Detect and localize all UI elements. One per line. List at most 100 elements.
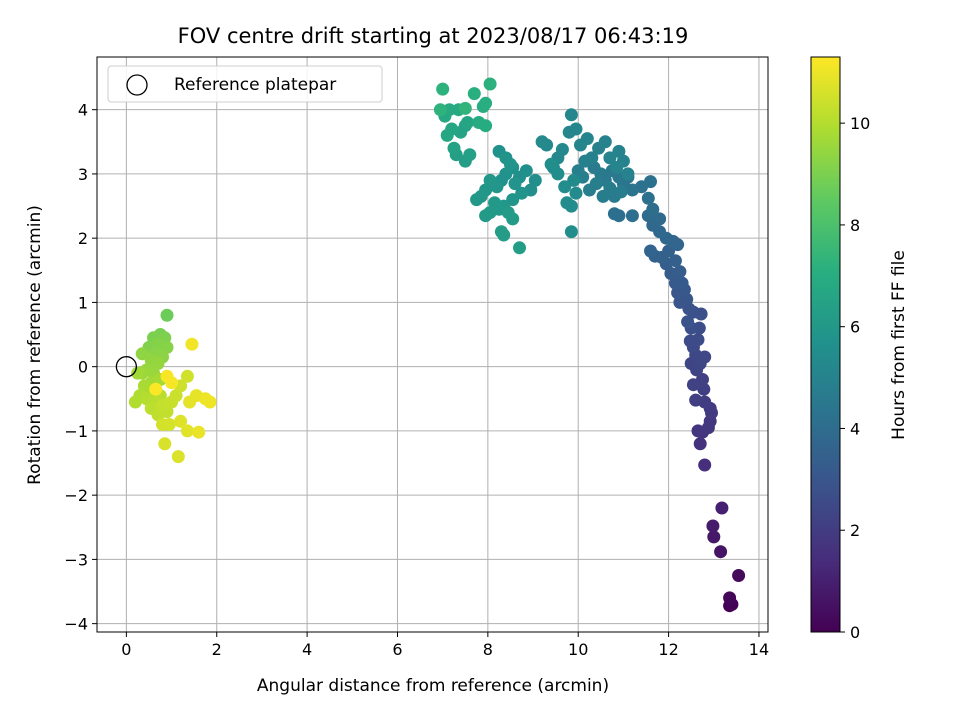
data-point bbox=[569, 186, 583, 200]
data-point bbox=[562, 125, 576, 139]
data-point bbox=[715, 501, 729, 515]
data-point bbox=[689, 393, 703, 407]
colorbar-tick-label: 2 bbox=[850, 521, 860, 540]
data-point bbox=[162, 418, 176, 431]
data-point bbox=[479, 96, 493, 110]
y-tick-label: 3 bbox=[78, 165, 88, 184]
data-point bbox=[598, 135, 612, 149]
data-point bbox=[653, 212, 667, 226]
data-point bbox=[625, 183, 639, 197]
data-point bbox=[497, 228, 511, 242]
x-tick-label: 4 bbox=[302, 640, 312, 659]
colorbar-gradient bbox=[810, 56, 841, 633]
colorbar-tick-label: 4 bbox=[850, 419, 860, 438]
data-points bbox=[128, 77, 746, 613]
data-point bbox=[433, 103, 447, 117]
plot-area-frame bbox=[96, 56, 769, 633]
data-point bbox=[686, 378, 700, 392]
data-point bbox=[603, 151, 617, 165]
data-point bbox=[149, 382, 163, 396]
data-point bbox=[192, 425, 206, 439]
colorbar-tick-label: 6 bbox=[850, 318, 860, 337]
data-point bbox=[574, 138, 587, 152]
data-point bbox=[479, 209, 493, 223]
y-tick-label: −2 bbox=[64, 486, 88, 505]
data-point bbox=[440, 128, 454, 142]
data-point bbox=[567, 173, 581, 187]
y-tick-label: −1 bbox=[64, 422, 88, 441]
data-point bbox=[544, 157, 558, 171]
data-point bbox=[614, 185, 628, 199]
data-point bbox=[171, 450, 185, 464]
data-point bbox=[508, 177, 522, 191]
data-point bbox=[169, 389, 183, 403]
data-point bbox=[697, 382, 711, 396]
data-point bbox=[714, 545, 728, 559]
y-tick-label: 2 bbox=[78, 229, 88, 248]
data-point bbox=[135, 347, 149, 361]
data-point bbox=[564, 108, 578, 122]
data-point bbox=[596, 189, 610, 203]
data-point bbox=[174, 414, 188, 428]
data-point bbox=[641, 191, 655, 205]
legend-box bbox=[107, 65, 383, 103]
data-point bbox=[732, 569, 746, 582]
colorbar-tick-label: 10 bbox=[850, 114, 870, 133]
data-point bbox=[506, 193, 520, 207]
y-tick-label: −4 bbox=[64, 615, 88, 634]
data-point bbox=[558, 180, 572, 194]
data-point bbox=[585, 151, 599, 165]
data-point bbox=[668, 254, 682, 268]
data-point bbox=[442, 103, 456, 117]
x-tick-label: 2 bbox=[212, 640, 222, 659]
y-tick-label: 0 bbox=[78, 358, 88, 377]
x-axis-label: Angular distance from reference (arcmin) bbox=[257, 676, 609, 696]
data-point bbox=[644, 244, 657, 258]
data-point bbox=[185, 337, 199, 351]
data-point bbox=[610, 161, 624, 174]
data-point bbox=[723, 591, 737, 605]
colorbar: 0 2 4 6 8 10 Hours from first FF file bbox=[810, 56, 909, 642]
data-point bbox=[698, 458, 712, 472]
data-point bbox=[564, 225, 578, 239]
data-point bbox=[506, 212, 520, 226]
data-point bbox=[128, 395, 142, 409]
colorbar-ticks: 0 2 4 6 8 10 bbox=[840, 114, 870, 642]
x-tick-label: 6 bbox=[392, 640, 402, 659]
data-point bbox=[646, 202, 660, 216]
data-point bbox=[513, 241, 526, 255]
data-point bbox=[693, 437, 707, 451]
y-axis-label: Rotation from reference (arcmin) bbox=[25, 205, 45, 485]
x-tick-label: 10 bbox=[568, 640, 588, 659]
grid-lines bbox=[97, 57, 768, 632]
data-point bbox=[681, 315, 695, 329]
x-tick-label: 0 bbox=[121, 640, 131, 659]
colorbar-tick-label: 8 bbox=[850, 216, 860, 235]
data-point bbox=[583, 183, 596, 197]
colorbar-label: Hours from first FF file bbox=[889, 250, 909, 440]
data-point bbox=[675, 276, 689, 290]
data-point bbox=[691, 333, 705, 347]
data-point bbox=[203, 395, 217, 409]
data-point bbox=[458, 101, 472, 115]
data-point bbox=[463, 148, 477, 162]
data-point bbox=[160, 308, 174, 322]
x-tick-label: 12 bbox=[658, 640, 678, 659]
data-point bbox=[483, 77, 497, 91]
chart-title: FOV centre drift starting at 2023/08/17 … bbox=[178, 24, 689, 48]
data-point bbox=[470, 193, 484, 207]
data-point bbox=[560, 196, 574, 210]
x-tick-label: 8 bbox=[483, 640, 493, 659]
data-point bbox=[707, 530, 721, 544]
data-point bbox=[612, 144, 626, 158]
x-tick-label: 14 bbox=[749, 640, 769, 659]
data-point bbox=[436, 82, 450, 96]
data-point bbox=[180, 369, 194, 383]
data-point bbox=[467, 87, 481, 101]
reference-platepar-marker bbox=[115, 356, 138, 378]
data-point bbox=[621, 167, 635, 181]
data-point bbox=[503, 157, 517, 171]
legend-marker-reference bbox=[126, 74, 148, 96]
